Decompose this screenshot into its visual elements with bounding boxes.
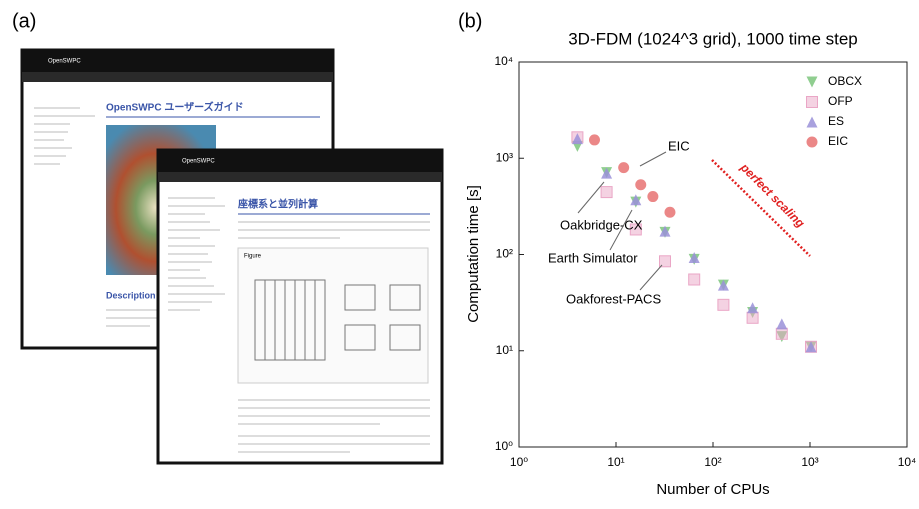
marker: [805, 341, 817, 353]
y-tick-label: 10⁰: [495, 439, 513, 453]
legend-label: EIC: [828, 134, 848, 148]
x-axis-label: Number of CPUs: [656, 481, 769, 498]
figure-box: [237, 247, 429, 384]
x-tick-label: 10²: [704, 455, 721, 469]
marker: [717, 279, 729, 291]
text-lines: [34, 107, 158, 327]
nav-bar: [158, 172, 442, 182]
y-tick-label: 10²: [496, 247, 513, 261]
perfect-scaling-line: [711, 159, 811, 257]
y-axis-label: Computation time [s]: [465, 185, 482, 323]
annotation-arrow: [609, 209, 633, 251]
marker: [630, 194, 642, 206]
panel-label: (b): [458, 10, 482, 32]
marker: [571, 133, 583, 145]
annotation: Oakbridge-CX: [560, 217, 643, 232]
x-tick-label: 10⁰: [510, 455, 528, 469]
legend-label: OBCX: [828, 74, 862, 88]
brand: OpenSWPC: [48, 59, 81, 65]
annotation-arrow: [639, 264, 663, 291]
marker: [629, 223, 642, 236]
grid-diagram: [254, 279, 421, 361]
text-lines: [168, 197, 430, 453]
brand: OpenSWPC: [182, 159, 215, 165]
x-tick-label: 10³: [801, 455, 818, 469]
y-tick-label: 10³: [496, 150, 513, 164]
marker: [746, 311, 759, 324]
marker: [664, 206, 676, 218]
legend-label: ES: [828, 114, 844, 128]
panel-label: (a): [12, 10, 36, 32]
marker: [717, 298, 730, 311]
x-tick-label: 10¹: [607, 455, 624, 469]
marker: [618, 162, 630, 174]
marker: [775, 327, 788, 340]
marker: [601, 167, 613, 179]
legend-marker: [806, 96, 818, 108]
legend-marker: [806, 116, 818, 128]
annotation-arrow: [639, 151, 667, 167]
y-tick-label: 10¹: [496, 343, 513, 357]
screenshot-2: OpenSWPC 座標系と並列計算 Figure: [156, 148, 444, 465]
marker: [659, 225, 671, 237]
legend-label: OFP: [828, 94, 853, 108]
annotation: Earth Simulator: [548, 250, 638, 265]
nav-bar: [22, 72, 333, 82]
marker: [588, 134, 600, 146]
figure-label: Figure: [244, 254, 262, 260]
marker: [776, 318, 788, 330]
marker: [658, 255, 671, 268]
header-bar: [158, 150, 442, 172]
marker: [747, 302, 759, 314]
heading: 座標系と並列計算: [237, 198, 318, 211]
section-title: Description: [106, 290, 156, 300]
legend-marker: [806, 136, 818, 148]
annotation-arrow: [577, 181, 605, 214]
annotation: Oakforest-PACS: [566, 291, 661, 306]
x-tick-label: 10⁴: [898, 455, 917, 469]
marker: [600, 186, 613, 199]
marker: [635, 179, 647, 191]
heading: OpenSWPC ユーザーズガイド: [106, 101, 244, 114]
y-tick-label: 10⁴: [494, 54, 513, 68]
header-bar: [22, 50, 333, 72]
marker: [647, 191, 659, 203]
annotation: EIC: [668, 138, 690, 153]
chart-title: 3D-FDM (1024^3 grid), 1000 time step: [568, 29, 858, 48]
marker: [688, 252, 700, 264]
marker: [688, 273, 701, 286]
legend-marker: [806, 76, 818, 88]
